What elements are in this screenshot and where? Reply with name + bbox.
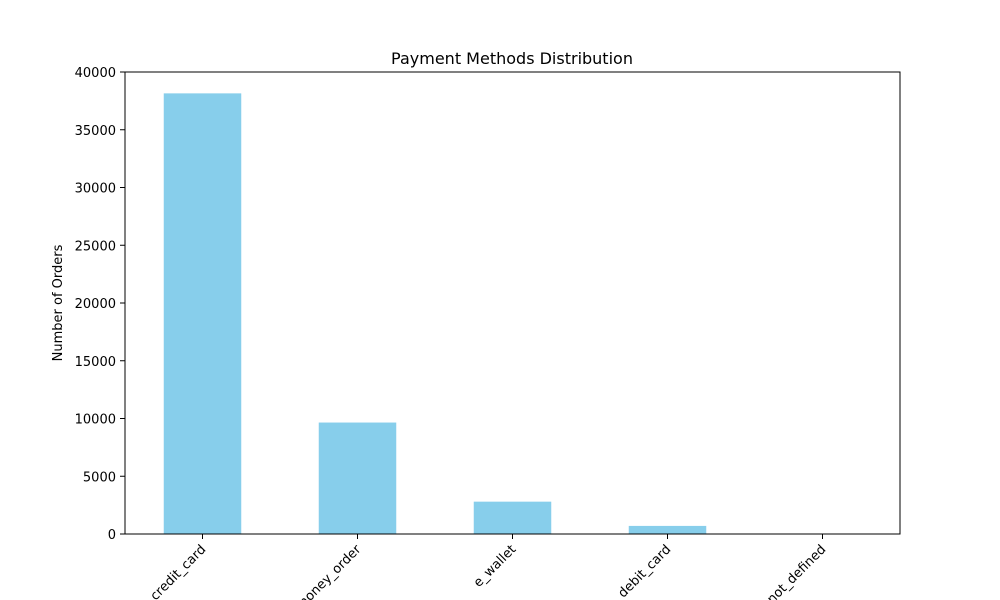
y-tick-label: 20000 (75, 297, 116, 312)
y-tick-label: 10000 (75, 413, 116, 428)
x-axis-ticks: credit_card money_order e_wallet debit_card… (148, 534, 829, 600)
y-tick-label: 35000 (75, 124, 116, 139)
x-tick-label: e_wallet (471, 542, 519, 590)
y-tick-label: 15000 (75, 355, 116, 370)
x-tick-label: money_order (293, 542, 365, 600)
x-tick-label: not_defined (764, 542, 829, 600)
y-tick-label: 30000 (75, 182, 116, 197)
x-tick-label: credit_card (148, 542, 210, 600)
chart-title: Payment Methods Distribution (391, 49, 633, 68)
y-axis-label: Number of Orders (51, 244, 66, 361)
bars (163, 93, 862, 535)
y-tick-label: 0 (108, 528, 116, 543)
bar-money_order (318, 422, 397, 534)
y-tick-label: 5000 (83, 470, 116, 485)
bar-e_wallet (473, 501, 552, 534)
y-tick-label: 25000 (75, 239, 116, 254)
y-tick-label: 40000 (75, 66, 116, 81)
bar-debit_card (628, 525, 707, 534)
plot-frame (124, 71, 901, 535)
y-axis-ticks: 0 5000 10000 15000 20000 25000 30000 35000 40000 (75, 66, 125, 543)
x-tick-label: debit_card (615, 542, 674, 600)
bar-credit_card (163, 93, 242, 535)
